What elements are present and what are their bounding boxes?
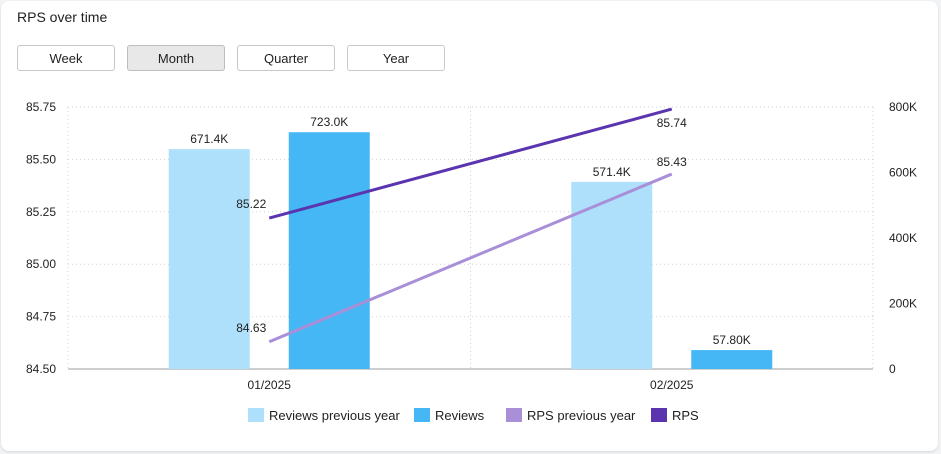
- y-right-tick-label: 200K: [889, 297, 917, 311]
- line-rps-prev: [268, 172, 673, 344]
- y-left-tick-label: 84.75: [26, 310, 56, 324]
- bar-reviews: [288, 132, 370, 369]
- y-left-tick-label: 85.75: [26, 100, 56, 114]
- y-left-tick-label: 85.00: [26, 257, 56, 271]
- bar-reviews-prev: [571, 181, 653, 369]
- range-month-button[interactable]: Month: [127, 45, 225, 71]
- chart-title: RPS over time: [17, 9, 108, 25]
- x-tick-label: 01/2025: [248, 378, 292, 392]
- bar-reviews-prev: [168, 149, 250, 369]
- y-right-tick-label: 600K: [889, 166, 917, 180]
- line-data-label: 85.22: [236, 197, 266, 211]
- line-data-label: 85.43: [657, 155, 687, 169]
- range-quarter-button[interactable]: Quarter: [237, 45, 335, 71]
- bar-data-label: 57.80K: [713, 333, 751, 347]
- legend-label: RPS previous year: [527, 408, 636, 423]
- bar-data-label: 571.4K: [593, 165, 631, 179]
- legend-swatch: [506, 408, 522, 422]
- y-left-tick-label: 85.50: [26, 152, 56, 166]
- range-year-button[interactable]: Year: [347, 45, 445, 71]
- legend-swatch: [651, 408, 667, 422]
- legend-swatch: [248, 408, 264, 422]
- line-rps: [268, 107, 673, 220]
- y-right-tick-label: 800K: [889, 100, 917, 114]
- bar-data-label: 671.4K: [190, 132, 228, 146]
- y-right-tick-label: 0: [889, 362, 896, 376]
- legend-label: Reviews previous year: [269, 408, 400, 423]
- legend-label: Reviews: [435, 408, 485, 423]
- range-week-button[interactable]: Week: [17, 45, 115, 71]
- legend-label: RPS: [672, 408, 699, 423]
- y-right-tick-label: 400K: [889, 231, 917, 245]
- y-left-tick-label: 85.25: [26, 205, 56, 219]
- x-tick-label: 02/2025: [650, 378, 694, 392]
- y-left-tick-label: 84.50: [26, 362, 56, 376]
- legend-swatch: [414, 408, 430, 422]
- line-data-label: 84.63: [236, 321, 266, 335]
- line-data-label: 85.74: [657, 116, 687, 130]
- bar-data-label: 723.0K: [310, 115, 348, 129]
- bar-reviews: [691, 350, 773, 369]
